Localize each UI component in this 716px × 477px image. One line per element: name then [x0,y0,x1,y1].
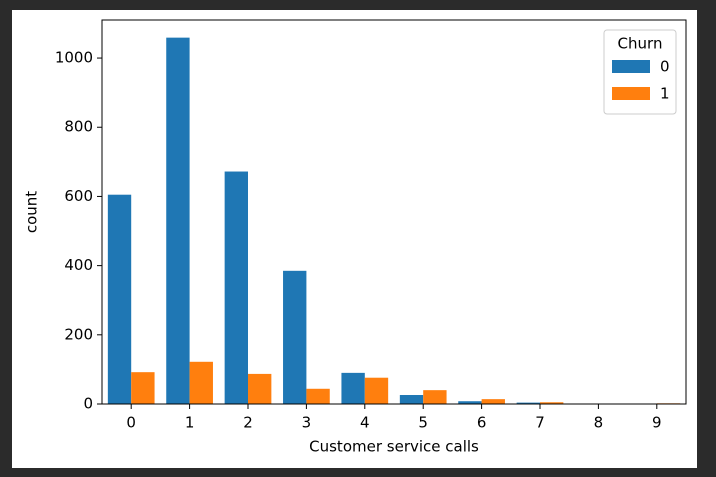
y-tick-label: 800 [64,118,93,136]
bar [131,372,155,404]
legend-swatch [612,87,650,100]
bar [283,270,307,404]
legend-title: Churn [618,35,663,53]
bar [248,373,272,404]
bar [107,194,132,404]
x-tick-label: 0 [126,414,136,432]
bar [516,402,540,404]
legend-label: 1 [660,85,670,103]
bar [458,401,482,404]
axes-frame [101,19,687,405]
bar [224,171,248,404]
x-tick-label: 1 [185,414,195,432]
bar [481,399,505,404]
x-axis-label: Customer service calls [309,438,479,456]
x-tick-label: 5 [418,414,428,432]
bar [341,372,365,404]
x-tick-label: 7 [535,414,545,432]
x-tick-label: 8 [594,414,604,432]
x-tick-label: 2 [243,414,253,432]
legend-swatch [612,60,650,73]
y-tick-label: 1000 [55,49,93,67]
x-tick-label: 3 [302,414,312,432]
bar [399,395,424,404]
y-tick-label: 400 [64,256,93,274]
bar [189,361,213,404]
y-axis-label: count [23,191,41,233]
bar [364,377,389,404]
x-tick-label: 4 [360,414,370,432]
y-tick-label: 200 [64,325,93,343]
y-tick-label: 600 [64,187,93,205]
bar [540,402,564,404]
bar [166,37,190,404]
x-tick-label: 9 [652,414,662,432]
legend-label: 0 [660,58,670,76]
bar [423,390,447,404]
x-tick-label: 6 [477,414,487,432]
bar [306,388,330,404]
y-tick-label: 0 [83,395,93,413]
